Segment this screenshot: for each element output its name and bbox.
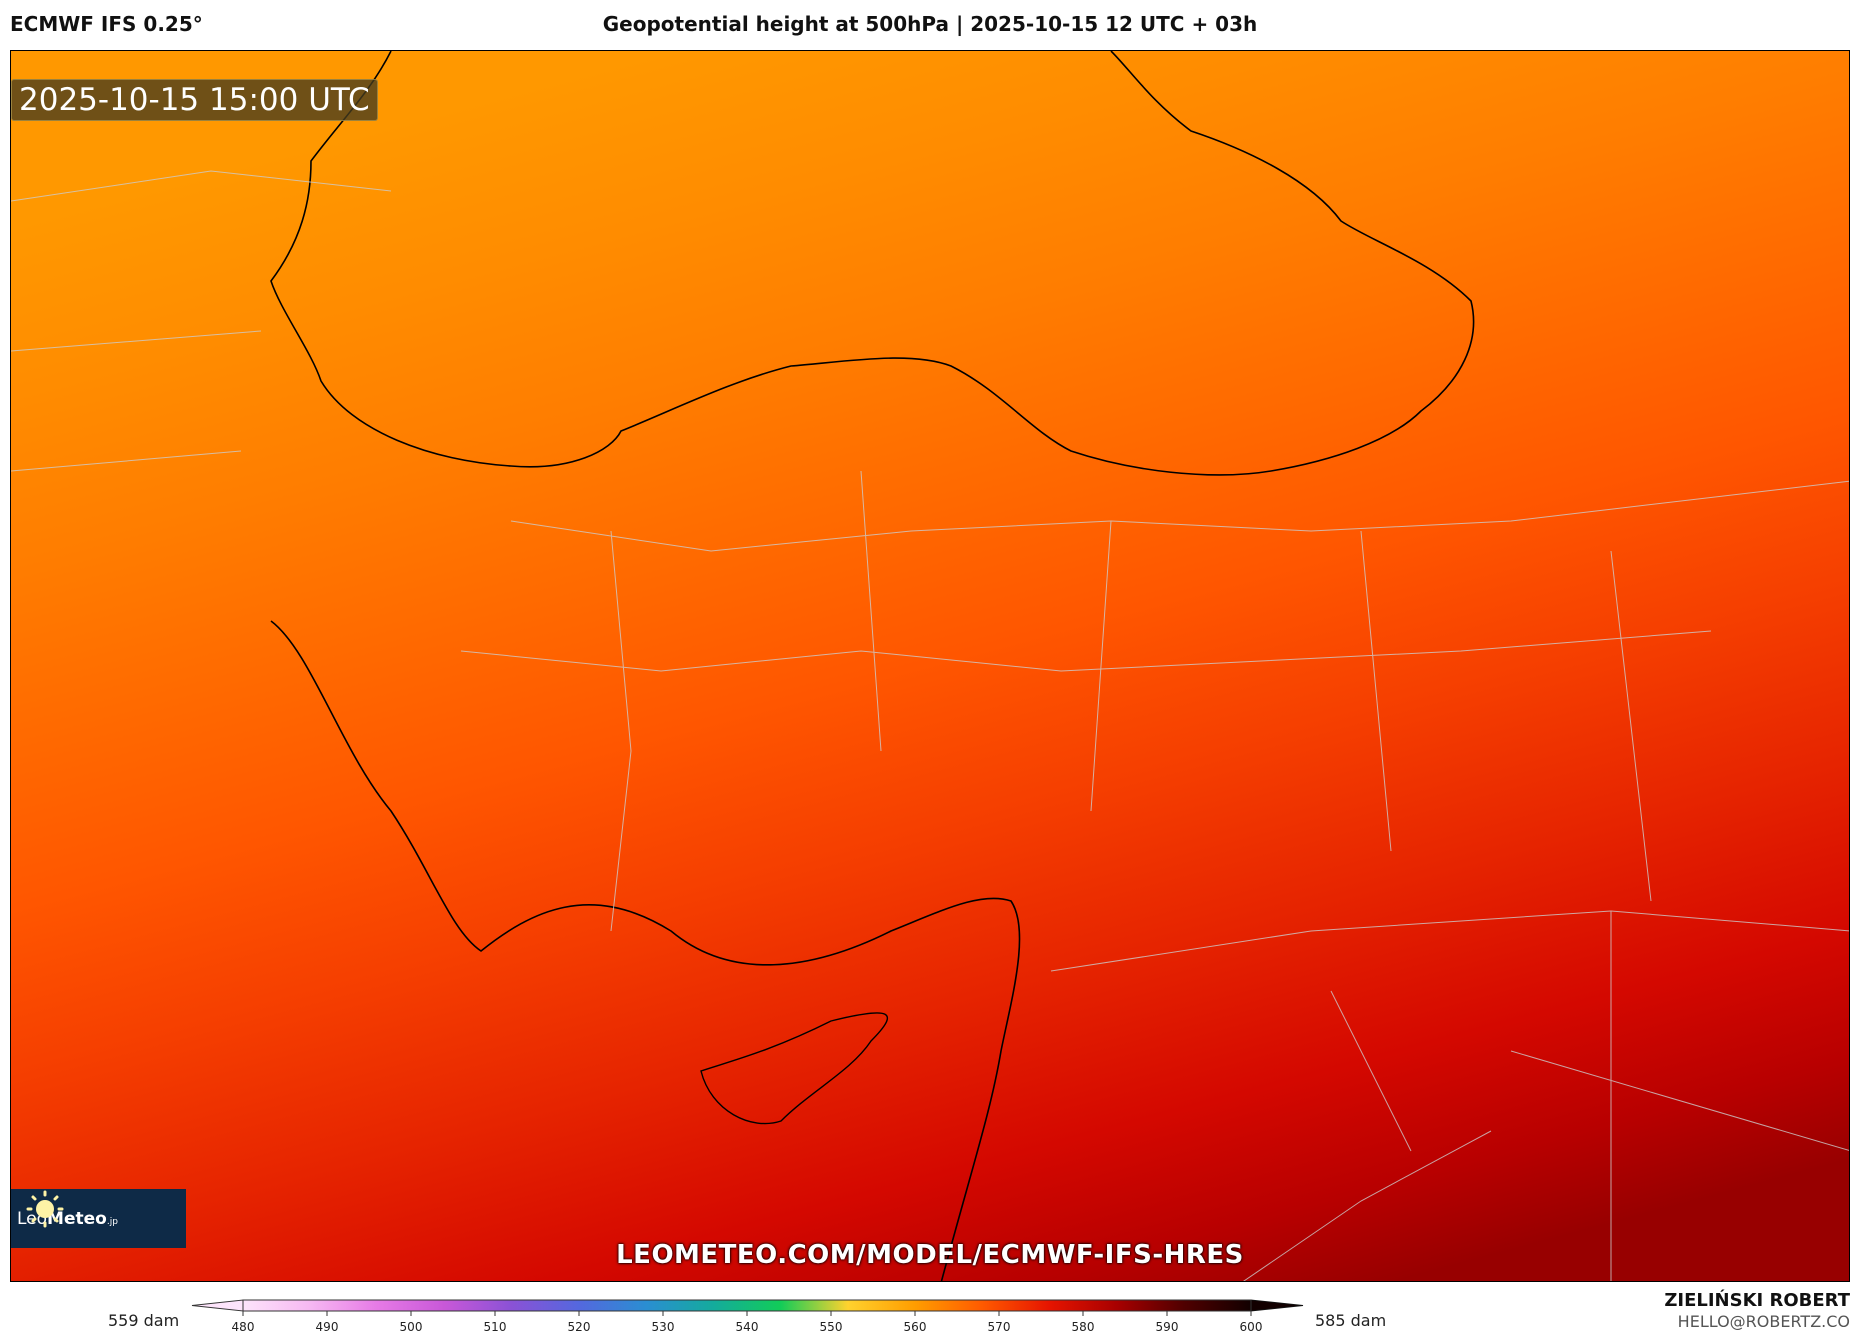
field-background bbox=[11, 51, 1849, 1281]
map-panel[interactable]: 2025-10-15 15:00 UTC LeoMeteo.jp bbox=[10, 50, 1850, 1282]
black-sea-coastline bbox=[270, 51, 1475, 476]
legend-min-label: 559 dam bbox=[108, 1311, 180, 1330]
colorbar-tick-label: 500 bbox=[400, 1320, 423, 1334]
map-title: Geopotential height at 500hPa | 2025-10-… bbox=[602, 12, 1258, 36]
colorbar-tick-label: 580 bbox=[1072, 1320, 1095, 1334]
colorbar-tick-label: 600 bbox=[1240, 1320, 1263, 1334]
colorbar-tick-label: 510 bbox=[484, 1320, 507, 1334]
colorbar-tick-label: 560 bbox=[904, 1320, 927, 1334]
colorbar-gradient bbox=[242, 1299, 1252, 1312]
sun-icon bbox=[26, 1190, 64, 1228]
colorbar-tick-label: 540 bbox=[736, 1320, 759, 1334]
colorbar-tick-label: 520 bbox=[568, 1320, 591, 1334]
valid-time-label: 2025-10-15 15:00 UTC bbox=[11, 79, 378, 121]
cyprus bbox=[700, 1012, 889, 1125]
author-email[interactable]: HELLO@ROBERTZ.CO bbox=[1677, 1312, 1850, 1331]
colorbar-tick-label: 530 bbox=[652, 1320, 675, 1334]
colorbar-tick-label: 490 bbox=[316, 1320, 339, 1334]
colorbar-tick-label: 550 bbox=[820, 1320, 843, 1334]
leometeo-logo[interactable]: LeoMeteo.jp bbox=[11, 1189, 186, 1248]
watermark-url: LEOMETEO.COM/MODEL/ECMWF-IFS-HRES bbox=[616, 1240, 1244, 1270]
model-name: ECMWF IFS 0.25° bbox=[10, 12, 203, 36]
colorbar: 480 490 500 510 520 530 540 550 560 570 580 590 600 bbox=[191, 1299, 1304, 1334]
colorbar-min-extend bbox=[191, 1299, 244, 1312]
geopotential-field bbox=[11, 51, 1849, 1281]
colorbar-tick-label: 570 bbox=[988, 1320, 1011, 1334]
legend-max-label: 585 dam bbox=[1315, 1311, 1387, 1330]
logo-suffix: .jp bbox=[106, 1216, 118, 1227]
author-name: ZIELIŃSKI ROBERT bbox=[1664, 1290, 1850, 1311]
colorbar-max-extend bbox=[1250, 1299, 1304, 1312]
anatolia-south-coastline bbox=[270, 620, 1021, 1281]
colorbar-tick-label: 480 bbox=[232, 1320, 255, 1334]
borders bbox=[11, 170, 1849, 1281]
logo-text-bold: Meteo bbox=[47, 1208, 107, 1229]
colorbar-tick-label: 590 bbox=[1156, 1320, 1179, 1334]
